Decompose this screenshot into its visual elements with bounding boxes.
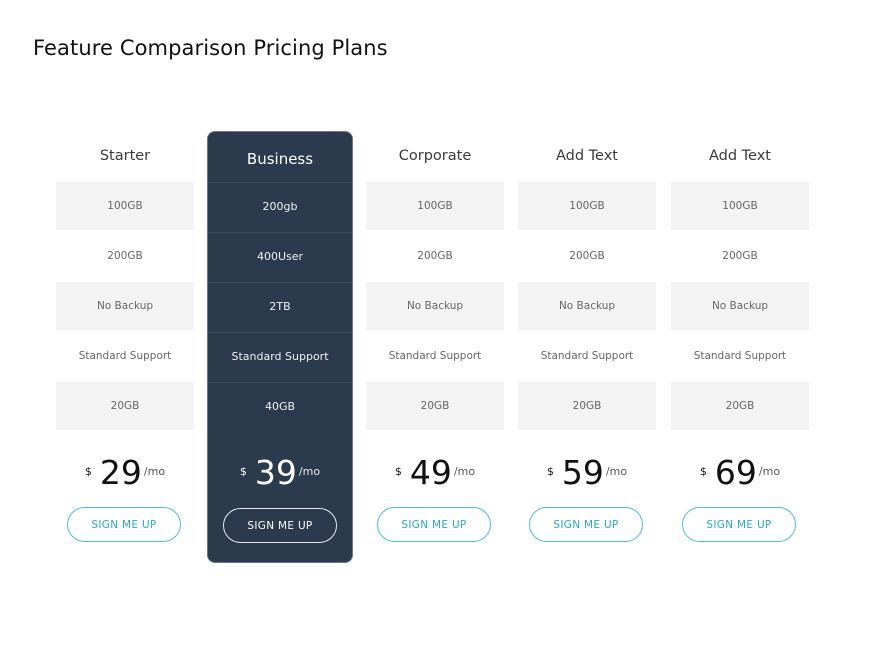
price-currency: $: [699, 465, 707, 478]
sign-up-button[interactable]: SIGN ME UP: [223, 508, 337, 543]
plan-price: $69/mo: [671, 453, 809, 492]
plan-card-corporate: Corporate 100GB 200GB No Backup Standard…: [366, 131, 504, 563]
feature-row: 200GB: [722, 250, 758, 262]
plan-name: Starter: [99, 148, 151, 164]
plan-name: Business: [246, 150, 314, 168]
sign-up-button[interactable]: SIGN ME UP: [377, 507, 491, 542]
price-period: /mo: [143, 465, 166, 478]
feature-row: 200GB: [417, 250, 453, 262]
plan-price: $59/mo: [518, 453, 656, 492]
feature-row: 200gb: [208, 182, 352, 231]
plan-name: Add Text: [555, 148, 618, 164]
feature-row: 100GB: [518, 182, 656, 230]
plan-price: $39/mo: [208, 453, 352, 492]
feature-row: 40GB: [208, 382, 352, 431]
feature-row: 20GB: [518, 382, 656, 430]
plan-name: Corporate: [398, 148, 472, 164]
feature-row: 200GB: [569, 250, 605, 262]
feature-row: 2TB: [208, 282, 352, 331]
plan-price: $29/mo: [56, 453, 194, 492]
feature-row: No Backup: [366, 282, 504, 330]
price-period: /mo: [298, 465, 321, 478]
feature-row: No Backup: [518, 282, 656, 330]
feature-row: Standard Support: [693, 350, 787, 362]
plan-name: Add Text: [708, 148, 771, 164]
feature-row: 20GB: [56, 382, 194, 430]
feature-row: 100GB: [671, 182, 809, 230]
price-amount: 59: [561, 453, 604, 492]
price-period: /mo: [758, 465, 781, 478]
feature-row: Standard Support: [78, 350, 172, 362]
feature-row: 20GB: [366, 382, 504, 430]
price-currency: $: [84, 465, 92, 478]
page-title: Feature Comparison Pricing Plans: [33, 36, 388, 60]
price-period: /mo: [453, 465, 476, 478]
feature-row: Standard Support: [388, 350, 482, 362]
price-currency: $: [546, 465, 554, 478]
feature-row: No Backup: [671, 282, 809, 330]
plan-card-add-text-1: Add Text 100GB 200GB No Backup Standard …: [518, 131, 656, 563]
price-amount: 29: [99, 453, 142, 492]
price-currency: $: [394, 465, 402, 478]
feature-row: 200GB: [107, 250, 143, 262]
feature-row: 400User: [208, 232, 352, 281]
price-amount: 69: [714, 453, 757, 492]
feature-row: No Backup: [56, 282, 194, 330]
plan-card-business: Business 200gb 400User 2TB Standard Supp…: [207, 131, 353, 563]
feature-row: 20GB: [671, 382, 809, 430]
feature-row: 100GB: [56, 182, 194, 230]
price-amount: 39: [254, 453, 297, 492]
sign-up-button[interactable]: SIGN ME UP: [682, 507, 796, 542]
feature-row: Standard Support: [208, 332, 352, 381]
plan-card-add-text-2: Add Text 100GB 200GB No Backup Standard …: [671, 131, 809, 563]
feature-row: 100GB: [366, 182, 504, 230]
plan-card-starter: Starter 100GB 200GB No Backup Standard S…: [56, 131, 194, 563]
price-amount: 49: [409, 453, 452, 492]
price-period: /mo: [605, 465, 628, 478]
sign-up-button[interactable]: SIGN ME UP: [67, 507, 181, 542]
sign-up-button[interactable]: SIGN ME UP: [529, 507, 643, 542]
feature-row: Standard Support: [540, 350, 634, 362]
price-currency: $: [239, 465, 247, 478]
plan-price: $49/mo: [366, 453, 504, 492]
